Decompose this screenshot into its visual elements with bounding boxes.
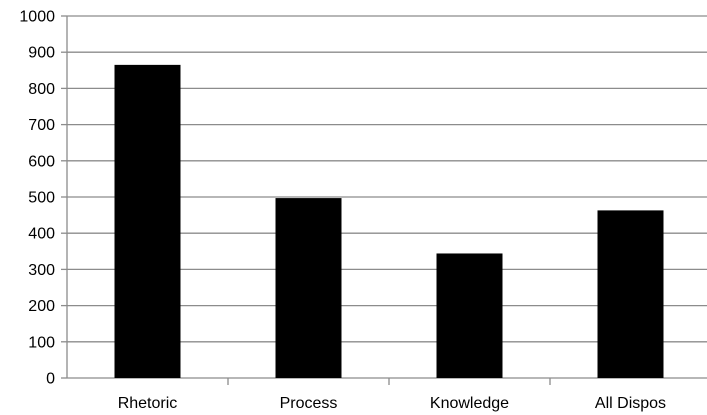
bar-rhetoric xyxy=(114,64,181,379)
y-tick-label: 300 xyxy=(28,262,55,279)
x-tick-label: Rhetoric xyxy=(118,395,178,412)
x-tick-label: Knowledge xyxy=(430,395,509,412)
x-tick-label: All Dispos xyxy=(595,395,666,412)
y-tick-label: 600 xyxy=(28,153,55,170)
y-tick-label: 700 xyxy=(28,117,55,134)
bar-process xyxy=(275,198,342,378)
y-tick-label: 200 xyxy=(28,298,55,315)
bars xyxy=(114,64,664,379)
y-tick-label: 400 xyxy=(28,226,55,243)
y-tick-label: 100 xyxy=(28,334,55,351)
y-tick-label: 900 xyxy=(28,45,55,62)
y-tick-label: 800 xyxy=(28,81,55,98)
x-tick-labels: Rhetoric Process Knowledge All Dispos xyxy=(118,395,666,412)
bar-all-dispos xyxy=(597,210,664,378)
y-tick-label: 0 xyxy=(46,371,55,388)
y-tick-label: 1000 xyxy=(19,9,55,26)
y-tick-label: 500 xyxy=(28,190,55,207)
y-tick-labels: 0 100 200 300 400 500 600 700 800 900 1000 xyxy=(19,9,55,388)
bar-knowledge xyxy=(436,253,503,378)
x-tick-label: Process xyxy=(280,395,338,412)
